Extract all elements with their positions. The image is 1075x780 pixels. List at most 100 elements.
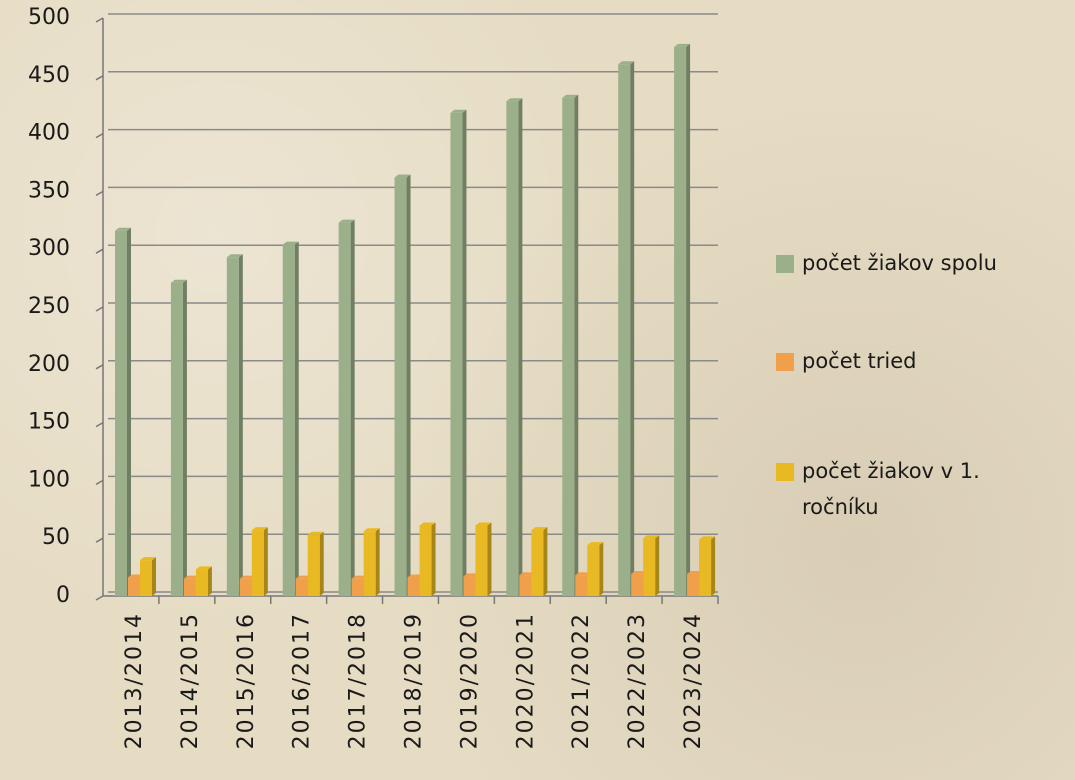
bar-side bbox=[543, 527, 548, 596]
bar bbox=[128, 577, 140, 596]
bar-side bbox=[711, 536, 716, 596]
bar-top bbox=[226, 254, 243, 258]
bar-top bbox=[674, 43, 691, 47]
bar bbox=[531, 530, 544, 596]
bar-top bbox=[531, 527, 548, 531]
bar-side bbox=[487, 522, 492, 596]
x-tick-label: 2019/2020 bbox=[457, 612, 482, 749]
bar bbox=[407, 577, 420, 596]
y-tick bbox=[95, 595, 104, 601]
y-tick bbox=[95, 17, 104, 23]
bar-side bbox=[518, 98, 523, 597]
bar-side bbox=[375, 528, 380, 596]
bar-top bbox=[307, 531, 324, 535]
bar-side bbox=[238, 254, 243, 597]
bar bbox=[170, 282, 183, 596]
bar bbox=[140, 560, 152, 596]
bar bbox=[674, 46, 687, 596]
legend-swatch bbox=[776, 463, 794, 481]
y-tick-label: 50 bbox=[42, 525, 70, 550]
y-tick-label: 450 bbox=[28, 63, 70, 88]
y-tick-label: 200 bbox=[28, 352, 70, 377]
bar-top bbox=[699, 536, 716, 540]
y-tick-label: 100 bbox=[28, 467, 70, 492]
bar-top bbox=[170, 279, 187, 283]
bar-top bbox=[506, 98, 523, 102]
y-tick-label: 400 bbox=[28, 121, 70, 146]
x-tick-label: 2016/2017 bbox=[290, 612, 315, 749]
y-tick-label: 250 bbox=[28, 294, 70, 319]
bar bbox=[183, 578, 196, 596]
y-tick bbox=[95, 190, 104, 197]
bar bbox=[643, 538, 656, 596]
legend-swatch bbox=[776, 255, 794, 273]
y-tick bbox=[95, 537, 104, 543]
bar-side bbox=[406, 174, 411, 596]
bar-side bbox=[152, 557, 156, 596]
bar-top bbox=[587, 542, 604, 546]
y-tick bbox=[95, 364, 104, 370]
x-tick-label: 2020/2021 bbox=[513, 612, 538, 749]
bar bbox=[195, 569, 208, 596]
bar bbox=[450, 112, 463, 597]
bar-top bbox=[115, 227, 131, 231]
x-tick-label: 2014/2015 bbox=[178, 612, 203, 749]
bar-top bbox=[618, 61, 635, 65]
x-tick-label: 2018/2019 bbox=[402, 612, 427, 749]
bar bbox=[631, 574, 644, 596]
y-tick bbox=[95, 421, 104, 428]
bar bbox=[475, 525, 488, 596]
bar-top bbox=[195, 566, 212, 570]
bar-side bbox=[319, 531, 324, 596]
bar-top bbox=[475, 522, 492, 526]
bar-side bbox=[263, 527, 268, 596]
bar-top bbox=[338, 219, 355, 223]
legend-label: počet žiakov v 1. ročníku bbox=[802, 459, 980, 519]
bar-top bbox=[251, 527, 268, 531]
bar-top bbox=[394, 174, 411, 178]
bar-top bbox=[643, 535, 660, 539]
bar bbox=[699, 539, 712, 596]
bar bbox=[587, 545, 600, 596]
bar bbox=[115, 230, 127, 597]
bar-side bbox=[207, 566, 212, 596]
bar-side bbox=[655, 535, 660, 596]
bar-side bbox=[630, 61, 635, 597]
bar-top bbox=[562, 94, 579, 98]
x-tick-label: 2017/2018 bbox=[346, 612, 371, 749]
bar-side bbox=[686, 43, 691, 596]
legend-item: počet žiakov spolu bbox=[776, 245, 1066, 281]
bar bbox=[506, 101, 519, 597]
y-tick bbox=[95, 479, 104, 486]
bar-top bbox=[363, 528, 380, 532]
bar bbox=[394, 177, 407, 596]
bar-side bbox=[182, 279, 187, 596]
legend-label: počet tried bbox=[802, 349, 917, 373]
bar bbox=[363, 531, 376, 596]
bar-side bbox=[127, 227, 131, 597]
x-tick-label: 2023/2024 bbox=[681, 612, 706, 749]
y-tick bbox=[95, 132, 104, 139]
bar bbox=[575, 575, 588, 596]
bar-side bbox=[574, 94, 579, 596]
bar-side bbox=[294, 241, 299, 597]
bar bbox=[618, 64, 631, 597]
y-tick-label: 500 bbox=[28, 5, 70, 30]
bar bbox=[226, 257, 239, 596]
y-tick bbox=[95, 75, 104, 81]
bar-top bbox=[140, 557, 156, 561]
x-tick-label: 2015/2016 bbox=[234, 612, 259, 749]
bar bbox=[251, 530, 264, 596]
bar bbox=[239, 578, 252, 596]
y-tick bbox=[95, 306, 104, 312]
bar-side bbox=[599, 542, 604, 596]
y-tick-label: 300 bbox=[28, 236, 70, 261]
bar-top bbox=[450, 109, 467, 113]
bar-side bbox=[350, 219, 355, 596]
bar-top bbox=[419, 522, 436, 526]
bar bbox=[687, 574, 700, 596]
bar-side bbox=[431, 522, 436, 596]
bar-side bbox=[462, 109, 467, 597]
